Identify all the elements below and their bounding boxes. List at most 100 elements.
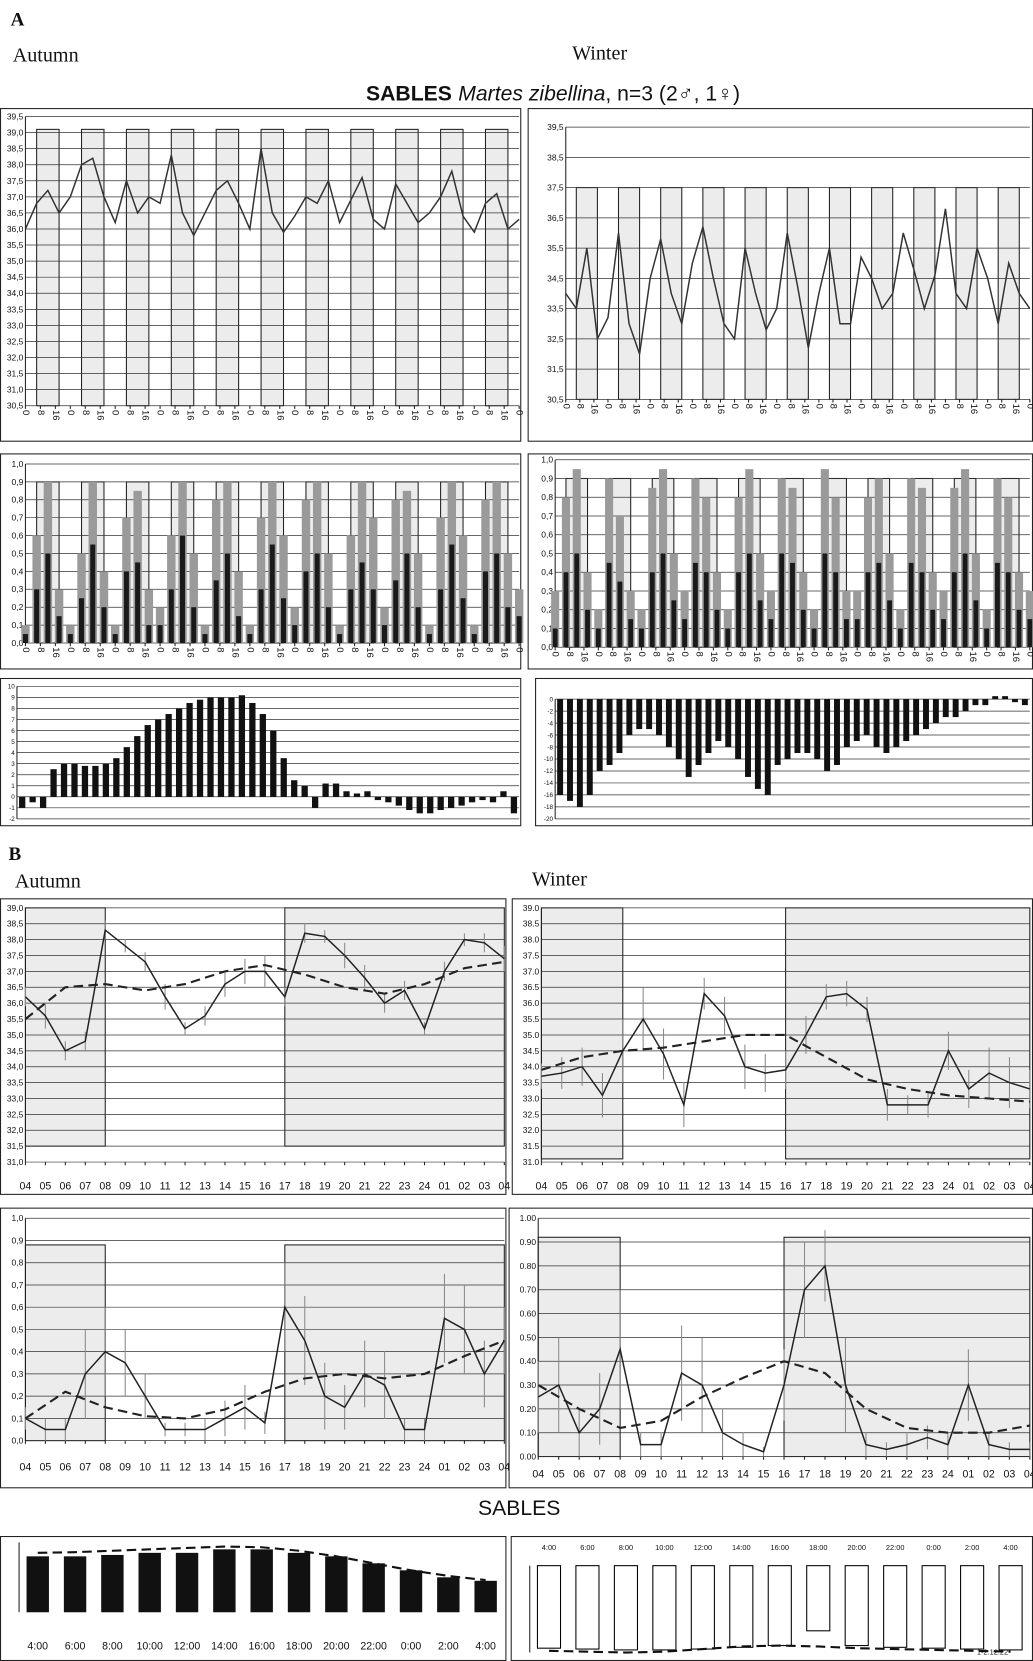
x-tick-label: 16 [708,651,719,662]
y-tick-label: 32,5 [547,334,564,344]
y-tick-label: 32,5 [7,336,24,346]
bar [494,553,500,644]
y-tick-label: 0.70 [520,1285,537,1295]
x-tick-label: 0 [20,647,31,652]
bar [897,628,903,648]
bar [471,634,477,644]
x-tick-label: 03 [478,1461,490,1473]
day-band [786,187,809,400]
bar [369,517,378,644]
bar [973,600,979,648]
data-line [541,992,1031,1108]
y-tick-label: 0,9 [541,473,553,483]
x-tick-label: 8 [785,404,796,409]
y-tick-label: 37.5 [523,950,540,960]
bar [962,553,968,648]
y-tick-label: 0,2 [12,602,24,612]
y-tick-label: 38,5 [7,144,24,154]
bar [951,572,957,648]
x-tick-label: 0 [687,404,698,409]
panel-label: A [11,9,25,30]
x-tick-label: 8 [701,404,712,409]
x-tick-label: 0:00 [926,1543,940,1552]
y-tick-label: 39.0 [523,903,540,913]
bar [202,634,208,644]
x-tick-label: 04 [536,1181,548,1193]
x-tick-label: 0 [65,410,76,415]
day-band [702,187,725,400]
panel-label: B [8,844,21,865]
x-tick-label: 16 [95,647,106,658]
bar [22,634,28,644]
x-tick-label: 12 [696,1469,708,1481]
x-tick-label: 15 [759,1181,771,1193]
y-tick-label: 36,5 [7,982,24,992]
bar [157,625,163,644]
bar [34,589,40,644]
x-tick-label: 0 [334,410,345,415]
x-tick-label: 17 [279,1181,291,1193]
x-tick-label: 8 [954,404,965,409]
bar [873,699,880,748]
x-tick-label: 0 [514,647,525,652]
bar [217,697,225,797]
bar [754,699,761,789]
x-tick-label: 18:00 [286,1640,313,1652]
x-tick-label: 18 [820,1181,832,1193]
x-tick-label: 16 [499,647,510,658]
x-tick-label: 0 [550,651,561,656]
x-tick-label: 0 [110,647,121,652]
bar [71,763,78,797]
bar [102,763,110,797]
bar [649,572,655,648]
y-tick-label: 1,0 [12,1213,24,1223]
x-tick-label: 11 [160,1181,171,1193]
bar [416,796,423,814]
y-tick-label: 32.0 [523,1125,540,1135]
y-tick-label: 38,5 [7,919,24,929]
bar [757,600,763,648]
y-tick-label: 36.5 [523,982,540,992]
x-tick-label: 16 [499,410,510,421]
x-tick-label: 0 [424,410,435,415]
x-tick-label: 10 [139,1461,151,1473]
y-tick-label: 0,9 [12,477,24,487]
y-tick-label: 32,0 [7,352,24,362]
y-tick-label: 36,5 [7,208,24,218]
bar [919,572,925,648]
bar [353,793,361,797]
bar [962,699,969,712]
x-tick-label: 4:00 [542,1543,556,1552]
trend-line [548,1644,1011,1654]
bar [746,553,752,648]
bar [479,796,486,801]
bar [186,702,193,797]
x-tick-label: 12:00 [174,1640,201,1652]
bar [736,572,741,648]
bar [843,699,850,748]
x-tick-label: 8 [484,647,495,652]
x-tick-label: 02 [459,1461,471,1473]
data-line [24,928,505,1052]
y-tick-label: 32.5 [523,1109,540,1119]
x-tick-label: 0 [289,647,300,652]
x-tick-label: 16 [841,404,852,415]
y-tick-label: 30,5 [7,401,24,411]
bar [725,628,731,648]
bar [26,1556,49,1613]
day-band [871,187,894,400]
bar [745,699,751,777]
y-tick-label: 34,5 [7,1046,24,1056]
x-tick-label: 15 [758,1469,770,1481]
x-tick-label: 09 [637,1181,649,1193]
x-tick-label: 8 [823,651,834,656]
y-tick-label: 39,5 [7,111,24,121]
y-tick-label: 38,0 [7,935,24,945]
x-tick-label: 0 [895,651,906,656]
bar [656,699,662,736]
y-tick-label: 10 [8,684,16,691]
bar [348,589,354,644]
section-title: SABLES [478,1497,560,1520]
x-tick-label: 21 [359,1181,371,1193]
x-tick-label: 11 [160,1461,171,1473]
